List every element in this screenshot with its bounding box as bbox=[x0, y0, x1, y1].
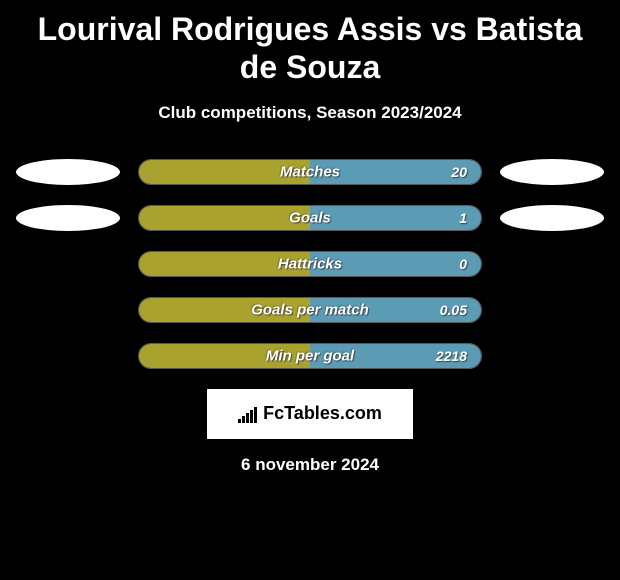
bar-chart-icon bbox=[238, 405, 257, 423]
stat-row: Matches 20 bbox=[8, 159, 612, 185]
player-left-marker bbox=[16, 159, 120, 185]
stat-bar: Hattricks 0 bbox=[138, 251, 482, 277]
stat-label: Matches bbox=[280, 163, 340, 180]
stat-label: Hattricks bbox=[278, 255, 342, 272]
stat-label: Goals bbox=[289, 209, 331, 226]
stat-row: Hattricks 0 bbox=[8, 251, 612, 277]
stat-row: Min per goal 2218 bbox=[8, 343, 612, 369]
stat-bar: Goals 1 bbox=[138, 205, 482, 231]
stat-value-right: 0 bbox=[459, 256, 467, 272]
stat-bar-right bbox=[310, 206, 481, 230]
player-left-marker bbox=[16, 205, 120, 231]
subtitle: Club competitions, Season 2023/2024 bbox=[0, 103, 620, 123]
stat-label: Goals per match bbox=[251, 301, 369, 318]
stat-bar-left bbox=[139, 206, 310, 230]
right-ellipse-slot bbox=[500, 297, 604, 323]
right-ellipse-slot bbox=[500, 159, 604, 185]
date-label: 6 november 2024 bbox=[0, 455, 620, 475]
right-ellipse-slot bbox=[500, 205, 604, 231]
stat-row: Goals 1 bbox=[8, 205, 612, 231]
stats-area: Matches 20 Goals 1 Hattricks 0 Goals per match… bbox=[0, 159, 620, 369]
player-right-marker bbox=[500, 205, 604, 231]
player-right-marker bbox=[500, 159, 604, 185]
stat-bar: Matches 20 bbox=[138, 159, 482, 185]
stat-bar: Goals per match 0.05 bbox=[138, 297, 482, 323]
left-ellipse-slot bbox=[16, 343, 120, 369]
stat-bar: Min per goal 2218 bbox=[138, 343, 482, 369]
left-ellipse-slot bbox=[16, 159, 120, 185]
logo-box: FcTables.com bbox=[207, 389, 413, 439]
stat-value-right: 2218 bbox=[436, 348, 467, 364]
logo-text: FcTables.com bbox=[263, 403, 382, 424]
left-ellipse-slot bbox=[16, 205, 120, 231]
page-title: Lourival Rodrigues Assis vs Batista de S… bbox=[0, 0, 620, 95]
right-ellipse-slot bbox=[500, 251, 604, 277]
comparison-card: Lourival Rodrigues Assis vs Batista de S… bbox=[0, 0, 620, 580]
stat-value-right: 0.05 bbox=[440, 302, 467, 318]
left-ellipse-slot bbox=[16, 251, 120, 277]
stat-label: Min per goal bbox=[266, 347, 354, 364]
stat-value-right: 20 bbox=[451, 164, 467, 180]
right-ellipse-slot bbox=[500, 343, 604, 369]
stat-row: Goals per match 0.05 bbox=[8, 297, 612, 323]
left-ellipse-slot bbox=[16, 297, 120, 323]
stat-value-right: 1 bbox=[459, 210, 467, 226]
